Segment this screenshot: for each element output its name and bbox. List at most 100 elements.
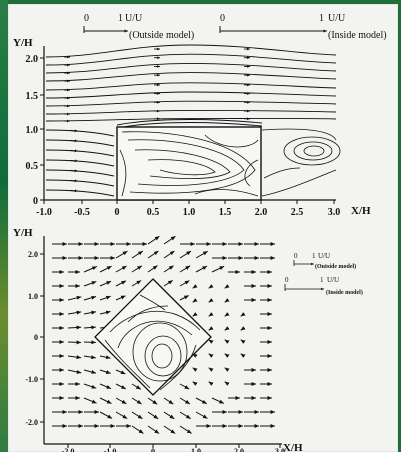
velocity-vector — [67, 325, 82, 330]
bottom-scale-outside-label: (Outside model) — [315, 263, 356, 270]
bottom-y-tick-label: 1.0 — [28, 292, 38, 301]
top-stream-arrow — [69, 139, 79, 143]
bottom-scale-inside-label: (Inside model) — [326, 289, 363, 296]
top-y-tick-label: 1.0 — [26, 125, 39, 136]
top-stream-arrow — [69, 149, 79, 153]
velocity-vector — [208, 353, 214, 358]
velocity-vector — [211, 397, 225, 404]
velocity-vector — [192, 381, 198, 386]
velocity-vector — [208, 298, 214, 303]
bottom-scale-outside-unit: U/U — [318, 252, 330, 260]
velocity-vector — [83, 340, 96, 345]
top-streamline — [45, 169, 115, 177]
top-scale-inside-one: 1 — [319, 13, 324, 24]
top-streamline — [45, 149, 115, 157]
bottom-scale-outside-one: 1 — [312, 252, 316, 260]
top-stream-arrow — [69, 129, 79, 133]
velocity-vector — [192, 367, 198, 372]
top-streamline — [45, 139, 115, 147]
bottom-scale-inside-unit: U/U — [327, 276, 339, 284]
bottom-y-ticks: 2.0 1.0 0 -1.0 -2.0 — [25, 250, 44, 427]
top-x-tick-label: -1.0 — [36, 207, 52, 218]
velocity-vector — [131, 265, 143, 273]
top-y-tick-label: 2.0 — [26, 54, 39, 65]
bottom-scale-inside: 0 1 U/U (Inside model) — [284, 276, 363, 296]
top-x-tick-label: 1.0 — [183, 207, 196, 218]
velocity-vector — [195, 265, 208, 273]
velocity-vector — [67, 310, 82, 315]
velocity-vector — [67, 369, 82, 374]
bottom-scale-inside-one: 1 — [320, 276, 324, 284]
velocity-vector — [83, 369, 97, 374]
velocity-vector — [240, 326, 246, 331]
velocity-vector — [192, 284, 198, 289]
velocity-vector — [131, 280, 142, 287]
velocity-vector — [67, 340, 82, 345]
velocity-vector — [208, 284, 214, 289]
top-streamline — [116, 122, 263, 129]
top-scale-inside-label: (Inside model) — [328, 30, 387, 41]
velocity-vector — [179, 397, 191, 405]
top-scale-inside: 0 1 U/U (Inside model) — [219, 13, 387, 41]
velocity-vector — [99, 310, 111, 315]
velocity-vector — [99, 355, 111, 360]
top-stream-arrow — [69, 189, 79, 193]
top-streamline — [45, 82, 337, 91]
velocity-vector — [179, 250, 192, 259]
bottom-building-outline — [94, 278, 212, 396]
velocity-vector — [195, 250, 208, 259]
velocity-vector — [163, 411, 175, 420]
bottom-y-tick-label: 0 — [34, 333, 38, 342]
top-streamlines — [45, 44, 337, 197]
top-building-inner-flow — [119, 131, 259, 197]
velocity-vector — [179, 280, 190, 287]
top-scale-inside-zero: 0 — [220, 13, 225, 24]
velocity-vector — [115, 265, 127, 273]
bottom-x-tick-label: -2.0 — [62, 447, 75, 452]
top-streamline — [45, 159, 115, 167]
bottom-x-tick-label: -1.0 — [104, 447, 117, 452]
top-streamline — [45, 109, 337, 115]
top-y-ticks: 2.0 1.5 1.0 0.5 0 — [26, 54, 44, 207]
velocity-vector — [131, 250, 144, 259]
velocity-vector — [99, 265, 112, 273]
velocity-vector — [240, 312, 246, 317]
velocity-vector — [99, 397, 112, 404]
velocity-vector — [195, 411, 208, 419]
top-panel: 0 1 U/U (Outside model) 0 1 U/U (Inside … — [13, 13, 387, 218]
velocity-vector — [208, 326, 214, 331]
top-y-tick-label: 1.5 — [26, 91, 39, 102]
velocity-vector — [99, 411, 113, 419]
velocity-vector — [67, 295, 82, 301]
velocity-vector — [83, 266, 97, 273]
velocity-vector — [179, 265, 191, 273]
bottom-scale-inside-zero: 0 — [285, 276, 289, 284]
top-stream-arrow — [69, 159, 79, 163]
velocity-vector — [240, 339, 246, 344]
top-streamline — [45, 129, 115, 137]
frame-left-edge — [0, 0, 8, 452]
velocity-vector — [131, 397, 142, 405]
velocity-vector — [147, 397, 158, 405]
top-streamline — [45, 189, 115, 197]
velocity-vector — [208, 339, 214, 344]
top-scale-outside-unit: U/U — [125, 13, 143, 24]
bottom-vector-field — [52, 235, 275, 434]
top-streamline — [45, 117, 337, 122]
bottom-x-tick-label: 0 — [151, 447, 155, 452]
top-streamline — [116, 119, 263, 126]
velocity-vector — [163, 279, 173, 287]
top-y-tick-label: 0 — [33, 196, 38, 207]
velocity-vector — [99, 280, 112, 287]
velocity-vector — [224, 339, 230, 344]
velocity-vector — [147, 250, 159, 259]
velocity-vector — [211, 265, 225, 273]
velocity-vector — [147, 411, 159, 420]
top-scale-inside-unit: U/U — [328, 13, 346, 24]
bottom-building-inner-flow — [104, 294, 201, 391]
velocity-vector — [147, 425, 160, 434]
bottom-scale-outside: 0 1 U/U (Outside model) — [293, 252, 356, 270]
velocity-vector — [147, 235, 160, 245]
top-x-tick-label: 2.0 — [255, 207, 268, 218]
top-stream-arrow — [69, 169, 79, 173]
